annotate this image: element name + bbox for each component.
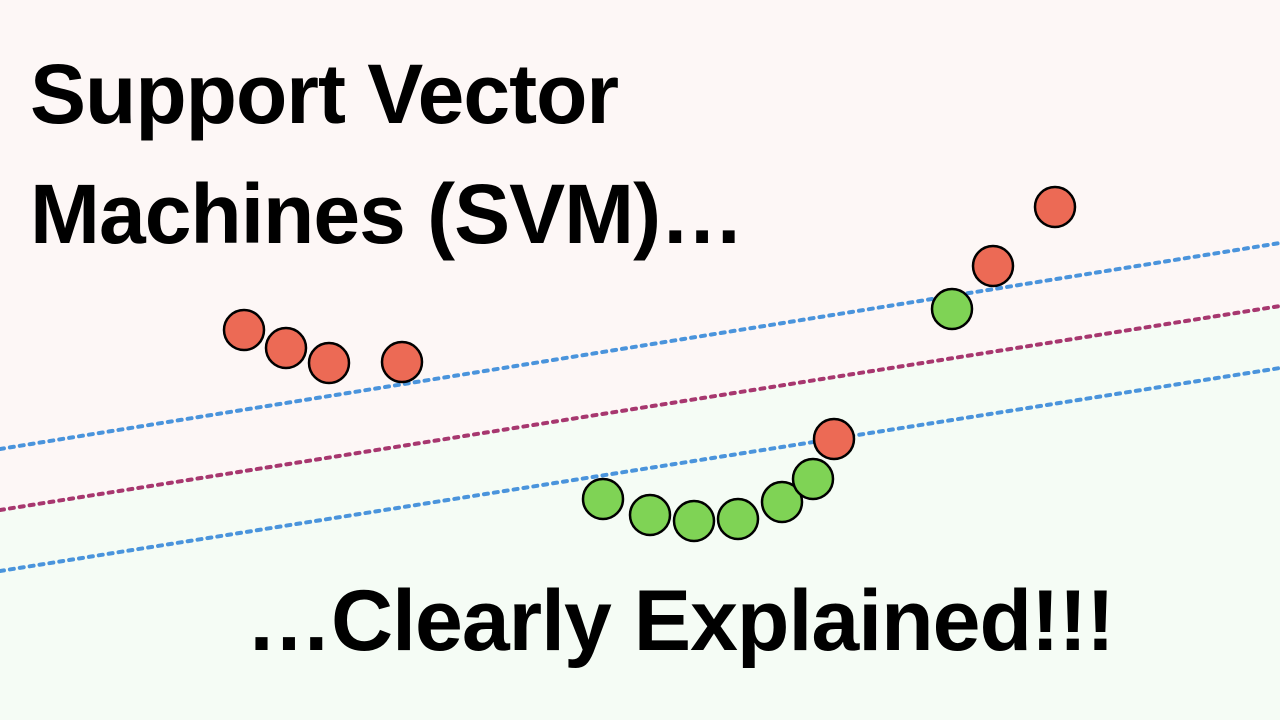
title-line-2: Machines (SVM)… [30, 167, 744, 261]
green-point [628, 493, 672, 537]
red-class-region [0, 0, 1280, 510]
green-point [791, 457, 835, 501]
title-line-1: Support Vector [30, 47, 619, 141]
red-point [812, 417, 856, 461]
red-point [307, 341, 351, 385]
green-point [716, 497, 760, 541]
lower-margin-line [0, 366, 1280, 573]
green-point [760, 480, 804, 524]
red-points-group [222, 185, 1077, 461]
red-point [380, 340, 424, 384]
red-point [264, 326, 308, 370]
decision-boundary-line [0, 304, 1280, 512]
green-point [672, 499, 716, 543]
green-points-group [581, 287, 974, 543]
red-point [1033, 185, 1077, 229]
red-point [971, 244, 1015, 288]
red-point [222, 308, 266, 352]
subtitle: …Clearly Explained!!! [246, 573, 1115, 669]
green-point [930, 287, 974, 331]
green-point [581, 477, 625, 521]
upper-margin-line [0, 241, 1280, 451]
